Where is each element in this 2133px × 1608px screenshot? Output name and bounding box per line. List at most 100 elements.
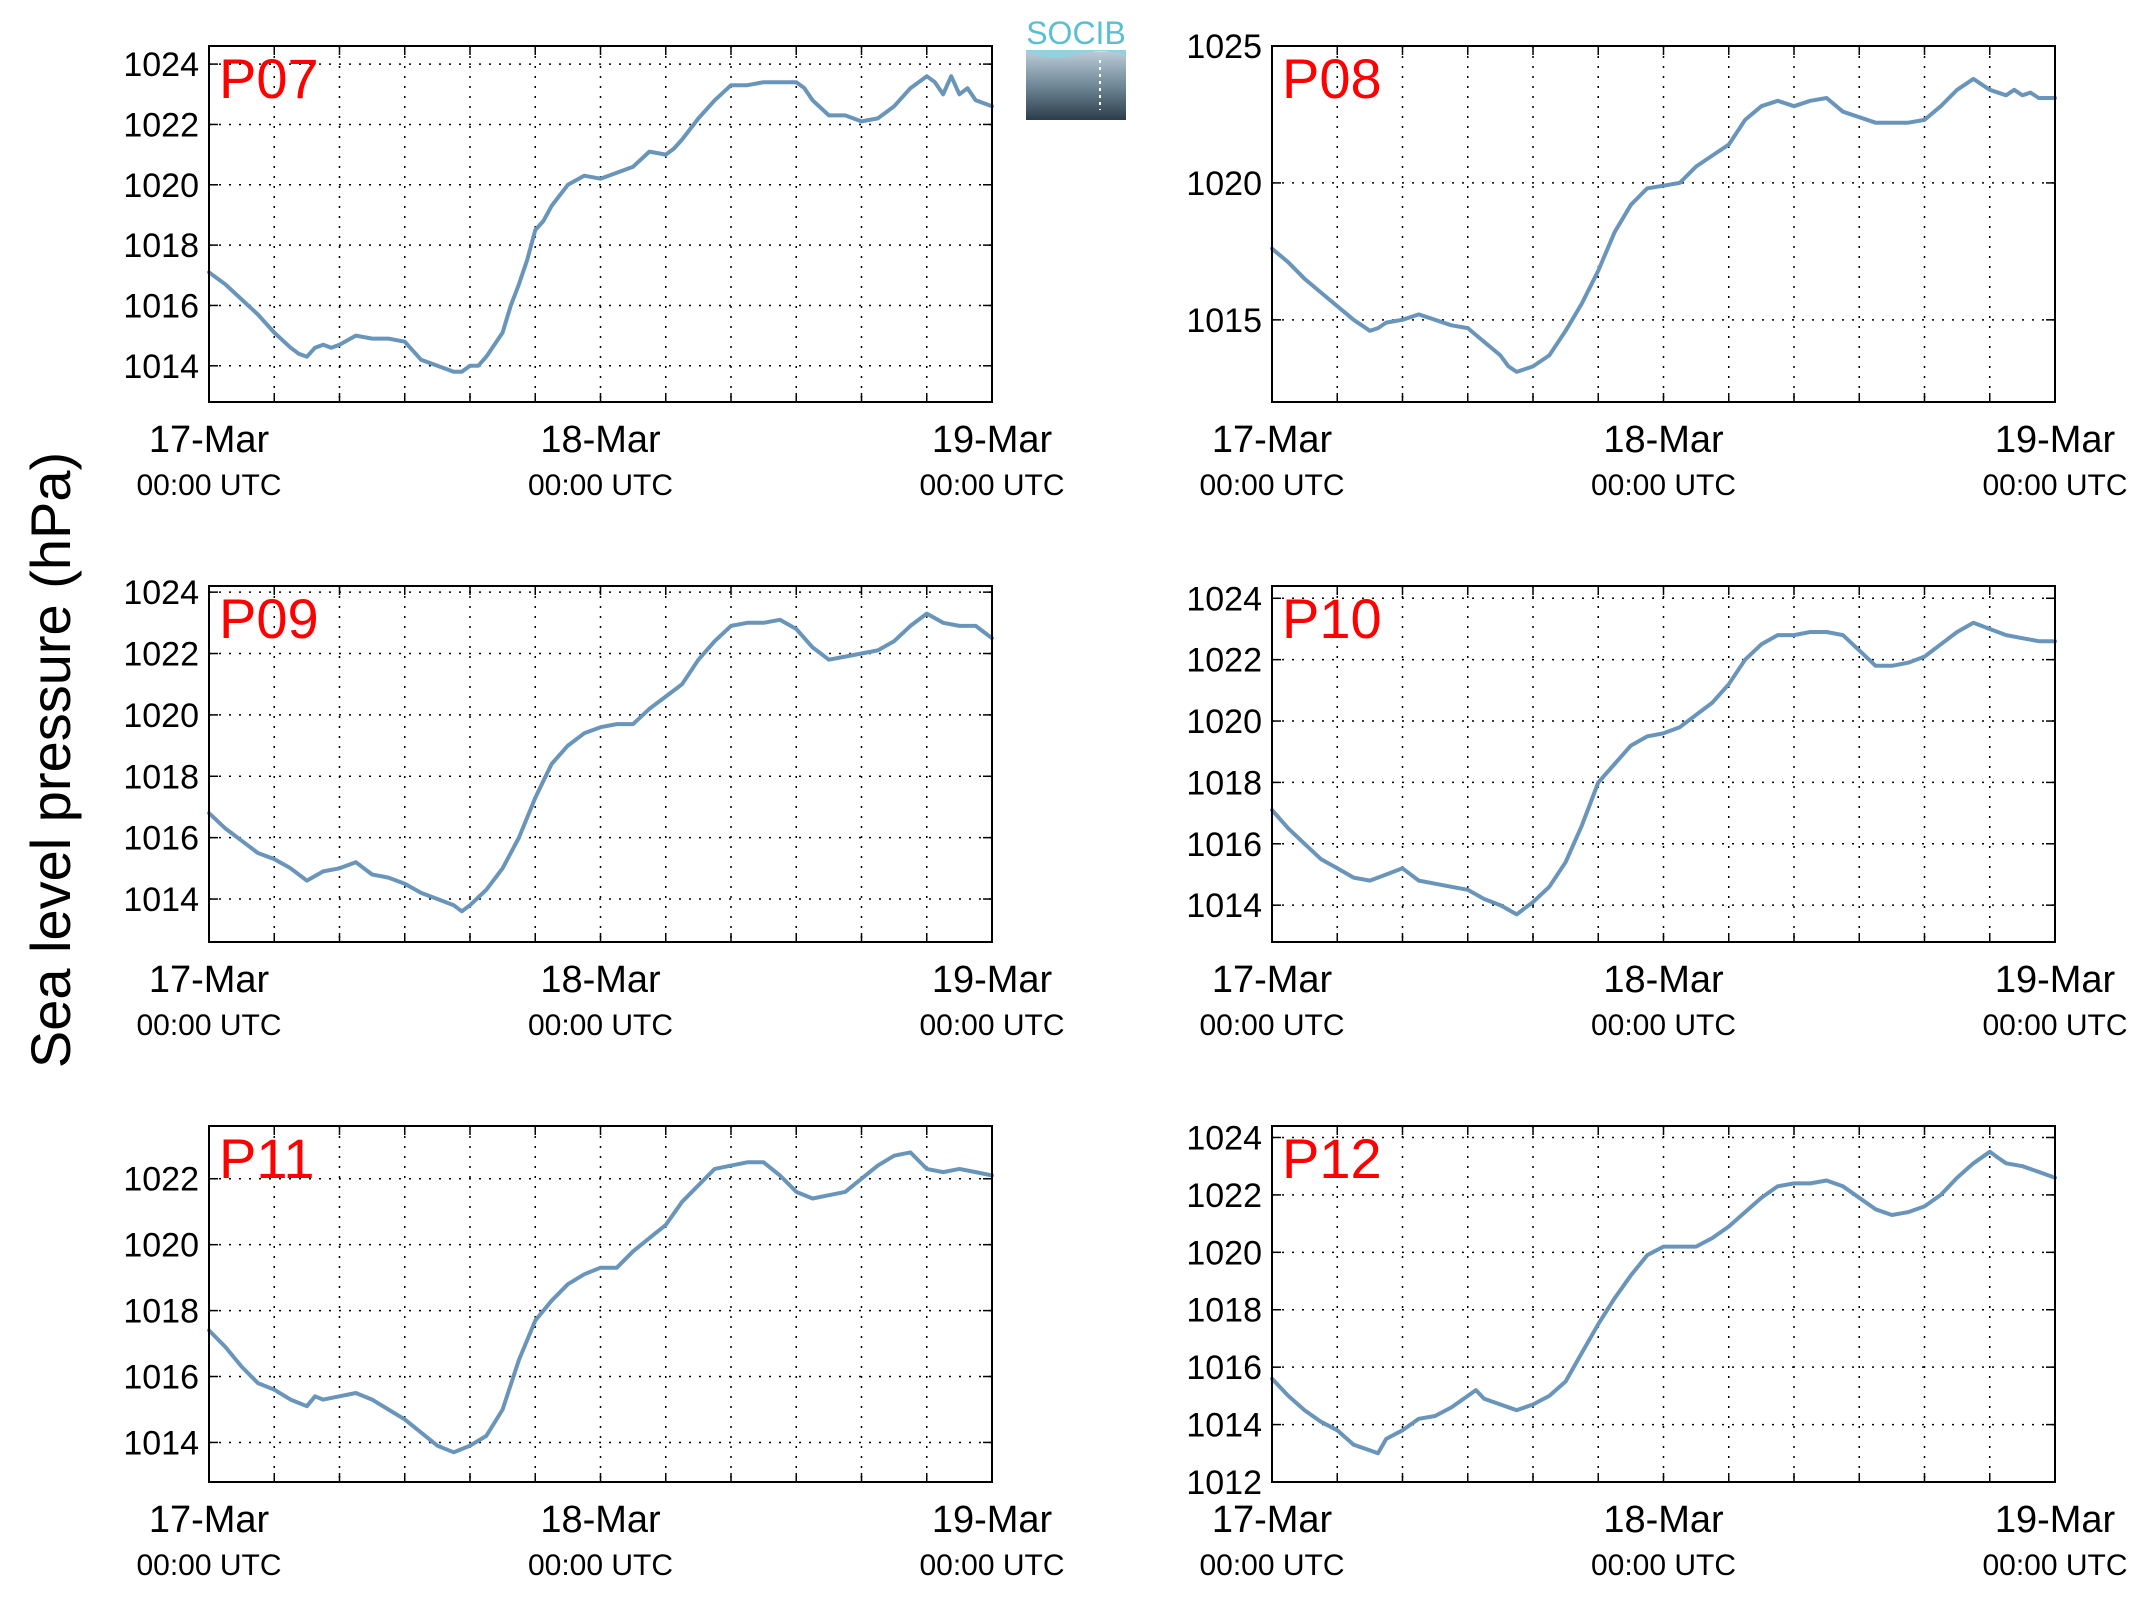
chart-panel-p09: 1014 1016 1018 1020 1022 1024 17-Mar 00:00 UTC 1… xyxy=(123,574,1064,1042)
y-tick-label: 1016 xyxy=(123,820,199,858)
y-tick-label: 1022 xyxy=(123,106,199,144)
y-tick-label: 1024 xyxy=(123,46,199,84)
y-tick-label: 1014 xyxy=(123,881,199,919)
x-tick-label-date: 17-Mar xyxy=(1212,1499,1333,1541)
x-tick-label-time: 00:00 UTC xyxy=(1982,469,2127,502)
x-tick-label-time: 00:00 UTC xyxy=(136,469,281,502)
y-tick-label: 1020 xyxy=(123,167,199,205)
x-tick-label-time: 00:00 UTC xyxy=(136,1549,281,1582)
figure-ylabel: Sea level pressure (hPa) xyxy=(19,452,82,1068)
x-tick-label-time: 00:00 UTC xyxy=(1591,1009,1736,1042)
y-tick-label: 1016 xyxy=(1186,826,1262,864)
chart-panel-p10: 1014 1016 1018 1020 1022 1024 17-Mar 00:00 UTC 1… xyxy=(1186,580,2127,1042)
y-tick-label: 1014 xyxy=(1186,887,1262,925)
y-tick-label: 1018 xyxy=(1186,1292,1262,1330)
y-tick-label: 1018 xyxy=(123,1293,199,1331)
x-tick-label-time: 00:00 UTC xyxy=(528,1549,673,1582)
x-tick-label-date: 18-Mar xyxy=(540,419,661,461)
x-tick-label-date: 19-Mar xyxy=(932,419,1053,461)
x-tick-label-date: 19-Mar xyxy=(932,959,1053,1001)
y-tick-label: 1020 xyxy=(123,1227,199,1265)
y-tick-label: 1014 xyxy=(123,1424,199,1462)
plot-frame xyxy=(1271,45,2056,403)
y-tick-label: 1020 xyxy=(123,697,199,735)
plot-frame xyxy=(1271,585,2056,943)
y-tick-label: 1024 xyxy=(1186,580,1262,618)
socib-logo: SOCIB xyxy=(1026,15,1126,120)
series-line xyxy=(1270,620,2057,917)
plot-frame xyxy=(208,45,993,403)
y-tick-label: 1014 xyxy=(1186,1407,1262,1445)
x-tick-label-time: 00:00 UTC xyxy=(919,1009,1064,1042)
x-tick-label-time: 00:00 UTC xyxy=(919,469,1064,502)
x-tick-label-date: 17-Mar xyxy=(1212,419,1333,461)
series-line xyxy=(207,1150,994,1455)
y-tick-label: 1022 xyxy=(123,1161,199,1199)
panel-title: P10 xyxy=(1282,587,1382,650)
x-tick-label-time: 00:00 UTC xyxy=(1199,1009,1344,1042)
y-tick-label: 1012 xyxy=(1186,1464,1262,1502)
plot-frame xyxy=(208,1125,993,1483)
y-tick-label: 1016 xyxy=(123,1359,199,1397)
y-tick-label: 1014 xyxy=(123,348,199,386)
y-tick-label: 1018 xyxy=(123,758,199,796)
x-tick-label-time: 00:00 UTC xyxy=(528,469,673,502)
chart-panel-p08: 1015 1020 1025 17-Mar 00:00 UTC 18-Mar 00:00 U… xyxy=(1186,28,2127,502)
y-tick-label: 1024 xyxy=(123,574,199,612)
x-tick-label-time: 00:00 UTC xyxy=(919,1549,1064,1582)
logo-wave xyxy=(1026,50,1126,58)
y-tick-label: 1015 xyxy=(1186,302,1262,340)
x-tick-label-date: 19-Mar xyxy=(1995,959,2116,1001)
chart-panel-p07: 1014 1016 1018 1020 1022 1024 17-Mar 00:00 UTC 1… xyxy=(123,45,1065,502)
x-tick-label-time: 00:00 UTC xyxy=(1982,1549,2127,1582)
y-tick-label: 1020 xyxy=(1186,703,1262,741)
y-tick-label: 1016 xyxy=(123,287,199,325)
x-tick-label-time: 00:00 UTC xyxy=(1199,1549,1344,1582)
x-tick-label-date: 19-Mar xyxy=(932,1499,1053,1541)
series-line xyxy=(1270,1149,2057,1456)
y-tick-label: 1016 xyxy=(1186,1349,1262,1387)
x-tick-label-date: 18-Mar xyxy=(1603,1499,1724,1541)
x-tick-label-time: 00:00 UTC xyxy=(1199,469,1344,502)
panel-title: P09 xyxy=(219,587,319,650)
x-tick-label-date: 17-Mar xyxy=(1212,959,1333,1001)
x-tick-label-date: 18-Mar xyxy=(1603,419,1724,461)
series-line xyxy=(1270,76,2057,374)
x-tick-label-time: 00:00 UTC xyxy=(1591,469,1736,502)
chart-panel-p12: 1012 1014 1016 1018 1020 1022 1024 17-Mar 00:00 … xyxy=(1186,1119,2127,1582)
logo-text: SOCIB xyxy=(1026,15,1126,51)
x-tick-label-date: 19-Mar xyxy=(1995,1499,2116,1541)
x-tick-label-date: 17-Mar xyxy=(149,1499,270,1541)
y-tick-label: 1020 xyxy=(1186,165,1262,203)
x-tick-label-time: 00:00 UTC xyxy=(1982,1009,2127,1042)
x-tick-label-date: 17-Mar xyxy=(149,419,270,461)
panel-title: P07 xyxy=(219,47,319,110)
x-tick-label-time: 00:00 UTC xyxy=(136,1009,281,1042)
y-tick-label: 1022 xyxy=(123,636,199,674)
y-tick-label: 1022 xyxy=(1186,1177,1262,1215)
panel-title: P12 xyxy=(1282,1127,1382,1190)
x-tick-label-date: 18-Mar xyxy=(540,1499,661,1541)
x-tick-label-date: 18-Mar xyxy=(1603,959,1724,1001)
plot-frame xyxy=(208,585,993,943)
logo-block xyxy=(1026,52,1126,120)
y-tick-label: 1025 xyxy=(1186,28,1262,66)
series-line xyxy=(207,74,994,374)
panel-title: P08 xyxy=(1282,47,1382,110)
y-tick-label: 1024 xyxy=(1186,1119,1262,1157)
y-tick-label: 1022 xyxy=(1186,642,1262,680)
y-tick-label: 1020 xyxy=(1186,1234,1262,1272)
plot-frame xyxy=(1271,1125,2056,1483)
series-line xyxy=(207,611,994,914)
y-tick-label: 1018 xyxy=(1186,764,1262,802)
x-tick-label-date: 17-Mar xyxy=(149,959,270,1001)
x-tick-label-time: 00:00 UTC xyxy=(1591,1549,1736,1582)
chart-panel-p11: 1014 1016 1018 1020 1022 17-Mar 00:00 UTC 18-Ma… xyxy=(123,1125,1065,1582)
x-tick-label-date: 18-Mar xyxy=(540,959,661,1001)
x-tick-label-time: 00:00 UTC xyxy=(528,1009,673,1042)
y-tick-label: 1018 xyxy=(123,227,199,265)
x-tick-label-date: 19-Mar xyxy=(1995,419,2116,461)
panel-title: P11 xyxy=(219,1127,314,1190)
